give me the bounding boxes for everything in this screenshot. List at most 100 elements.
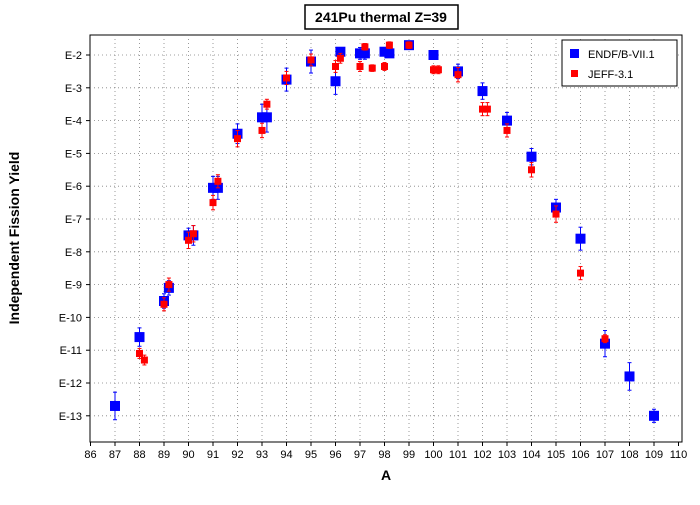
data-point (136, 349, 143, 357)
data-point (134, 332, 145, 343)
data-point (185, 236, 192, 244)
x-tick-label: 89 (158, 449, 170, 461)
y-tick-label: E-2 (65, 50, 82, 62)
x-tick-label: 87 (109, 449, 121, 461)
y-tick-label: E-7 (65, 214, 82, 226)
data-point (258, 126, 266, 134)
data-point (307, 56, 315, 64)
data-point (283, 74, 290, 82)
data-point (359, 48, 370, 59)
chart-title-frame (304, 4, 459, 30)
legend-frame (561, 39, 678, 87)
y-axis-title: Independent Fission Yield (6, 152, 22, 325)
data-point (428, 50, 439, 60)
x-tick-label: 107 (596, 449, 614, 461)
data-point (209, 199, 217, 207)
x-tick-label: 86 (84, 449, 96, 461)
data-point (160, 300, 168, 308)
x-tick-label: 98 (378, 449, 390, 461)
data-point (502, 115, 512, 126)
x-tick-label: 102 (473, 449, 491, 461)
x-tick-label: 88 (133, 449, 145, 461)
plot-area (89, 34, 683, 443)
y-tick-label: E-6 (65, 181, 82, 193)
x-tick-label: 105 (547, 449, 565, 461)
x-tick-label: 92 (231, 449, 243, 461)
x-tick-label: 94 (280, 449, 292, 461)
y-tick-label: E-5 (65, 148, 82, 160)
data-point (454, 71, 462, 79)
chart-title: 241Pu thermal Z=39 (315, 9, 447, 25)
x-tick-label: 97 (354, 449, 366, 461)
data-point (356, 62, 364, 70)
data-point (552, 210, 560, 218)
y-tick-label: E-4 (65, 116, 82, 128)
data-point (361, 43, 369, 51)
data-point (405, 41, 413, 49)
data-point (263, 100, 271, 108)
data-point (526, 151, 537, 162)
series-jeff (136, 41, 609, 366)
x-tick-label: 93 (256, 449, 268, 461)
y-tick-label: E-12 (59, 378, 82, 390)
data-point (140, 356, 148, 364)
data-point (384, 48, 395, 59)
x-tick-label: 103 (498, 449, 516, 461)
x-tick-label: 108 (620, 449, 638, 461)
data-point (600, 338, 610, 349)
y-tick-label: E-3 (65, 83, 82, 95)
data-point (385, 41, 393, 49)
data-point (434, 66, 442, 74)
x-tick-label: 90 (182, 449, 194, 461)
x-tick-label: 101 (449, 449, 467, 461)
legend-marker-endf (570, 49, 579, 58)
data-point (575, 233, 586, 244)
y-tick-label: E-13 (59, 411, 82, 423)
y-tick-label: E-11 (60, 345, 82, 357)
data-point (335, 46, 346, 57)
data-point (601, 335, 609, 343)
data-point (503, 126, 511, 134)
x-axis-title: A (381, 467, 391, 483)
x-tick-label: 100 (424, 449, 442, 461)
legend-marker-jeff (571, 70, 578, 77)
y-tick-label: E-9 (65, 280, 82, 292)
data-point (234, 135, 241, 143)
x-tick-label: 99 (403, 449, 415, 461)
x-tick-label: 91 (207, 449, 219, 461)
x-tick-label: 96 (329, 449, 341, 461)
data-point (624, 371, 635, 382)
data-point (430, 66, 437, 74)
data-point (483, 105, 491, 113)
data-point (381, 62, 388, 70)
x-tick-label: 95 (305, 449, 317, 461)
legend-label-jeff: JEFF-3.1 (588, 69, 633, 81)
data-point (368, 64, 376, 72)
data-point (189, 230, 197, 238)
chart-title-box: 241Pu thermal Z=39 (304, 4, 459, 30)
data-point (477, 86, 488, 97)
x-tick-label: 110 (670, 449, 688, 461)
y-tick-label: E-8 (65, 247, 82, 259)
x-tick-label: 106 (571, 449, 589, 461)
data-point (577, 269, 584, 277)
x-tick-label: 109 (645, 449, 663, 461)
legend-label-endf: ENDF/B-VII.1 (588, 49, 655, 61)
data-point (330, 76, 341, 87)
chart-legend: ENDF/B-VII.1 JEFF-3.1 (561, 39, 678, 87)
x-axis-ticks: 86 87 88 89 90 91 92 93 94 95 96 97 98 99 100 101 102 103… (84, 442, 687, 461)
data-point (165, 281, 173, 289)
data-point (261, 112, 272, 123)
data-point (110, 400, 120, 411)
data-point (528, 166, 535, 174)
data-point (214, 177, 222, 185)
y-tick-label: E-10 (59, 312, 82, 324)
data-series (110, 40, 659, 423)
x-tick-label: 104 (522, 449, 540, 461)
y-axis-ticks: E-2 E-3 E-4 E-5 E-6 E-7 E-8 E-9 E-10 E-11 E-12 E-13 (59, 50, 90, 423)
data-point (479, 105, 486, 113)
data-point (336, 54, 344, 62)
data-point (332, 62, 339, 70)
